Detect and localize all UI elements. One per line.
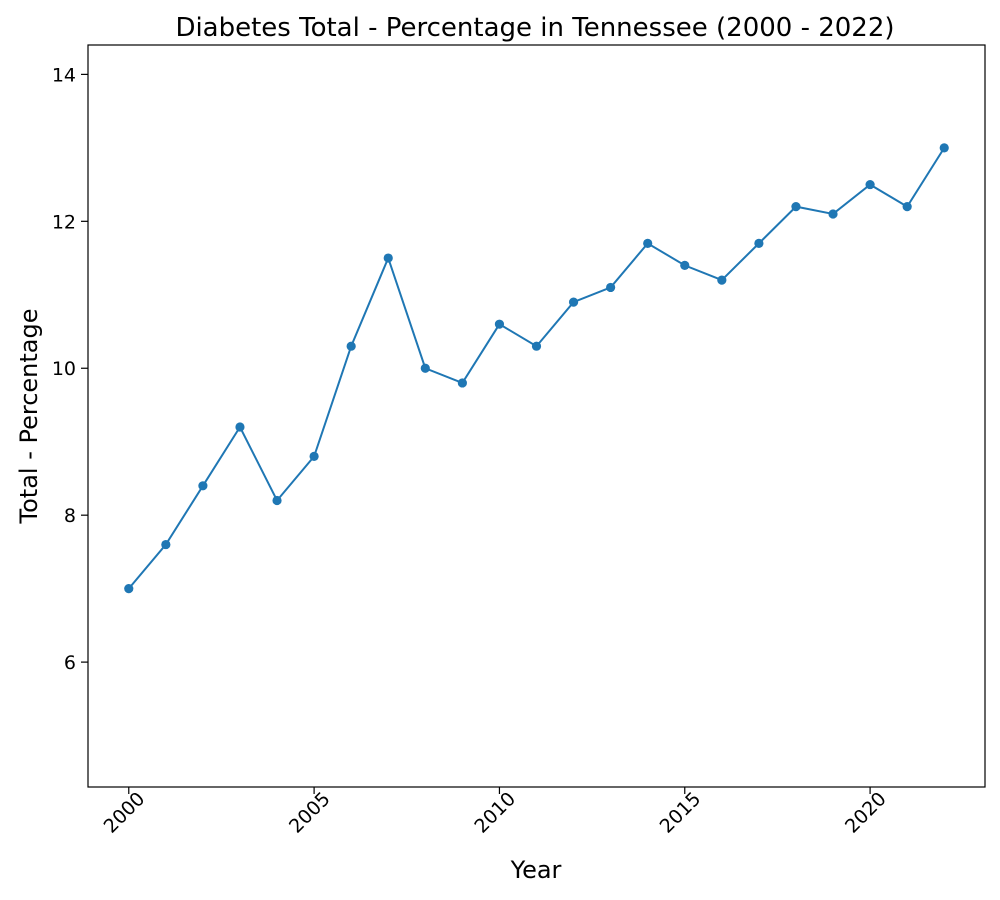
data-point-2009 [457,378,467,388]
x-tick-label: 2000 [100,788,150,838]
plot-area [87,44,986,788]
data-point-2008 [420,363,430,373]
x-axis-label: Year [510,856,562,884]
data-point-2020 [865,179,875,190]
data-point-2001 [161,539,171,550]
y-tick-label: 12 [52,211,76,233]
data-point-2021 [902,202,912,212]
data-point-2002 [198,481,208,491]
y-tick-label: 14 [52,64,76,86]
x-tick-label: 2020 [841,788,891,838]
data-point-2011 [531,341,542,351]
chart-title: Diabetes Total - Percentage in Tennessee… [175,13,894,43]
data-point-2022 [939,143,949,153]
data-point-2013 [606,282,616,293]
data-point-2018 [791,202,801,212]
data-point-2017 [754,238,764,248]
data-point-2005 [309,451,319,462]
y-axis: 6 8 10 12 14 [52,64,88,674]
y-tick-label: 10 [52,358,76,380]
data-point-2006 [346,341,356,351]
y-tick-label: 6 [64,652,76,674]
data-point-2004 [272,495,282,506]
data-point-2010 [494,319,505,329]
data-point-2012 [568,297,579,307]
data-point-2003 [235,422,245,432]
x-axis: 2000 2005 2010 2015 2020 [100,787,891,838]
data-point-2016 [717,275,727,285]
y-tick-label: 8 [64,505,76,527]
data-point-2019 [828,209,838,219]
y-axis-label: Total - Percentage [15,309,43,525]
x-tick-label: 2010 [470,788,520,838]
x-tick-label: 2005 [285,788,335,838]
series-line [128,147,946,590]
series-group [124,143,949,594]
data-point-2014 [643,238,653,248]
data-point-2015 [680,260,690,270]
x-tick-label: 2015 [656,788,706,838]
data-point-2000 [124,584,134,594]
data-point-2007 [383,253,393,263]
